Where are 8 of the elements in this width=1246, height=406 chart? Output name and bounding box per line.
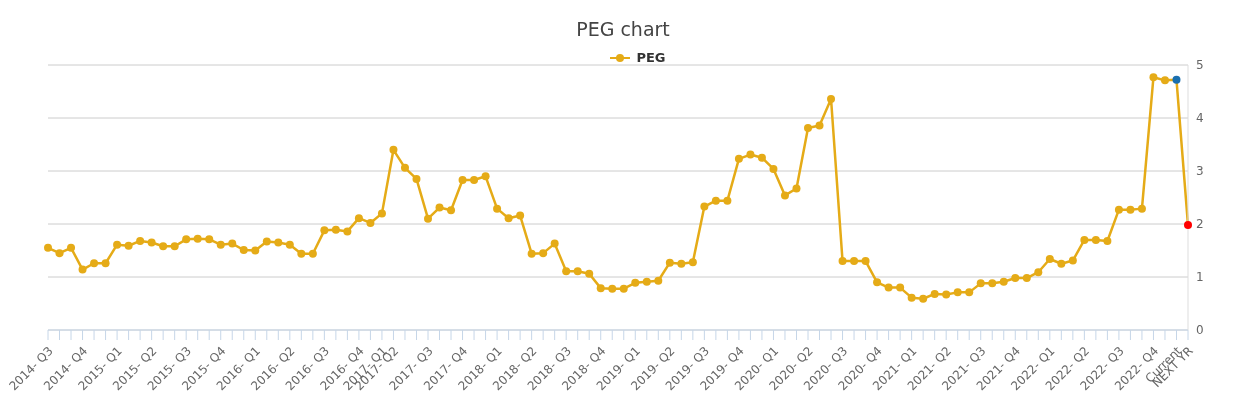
y-tick-label: 3 (1196, 164, 1204, 179)
y-tick-label: 1 (1196, 270, 1204, 285)
legend-label: PEG (635, 50, 666, 65)
y-tick-label: 2 (1196, 217, 1204, 232)
y-tick-label: 0 (1196, 323, 1204, 338)
y-tick-label: 5 (1196, 58, 1204, 73)
y-tick-label: 4 (1196, 111, 1204, 126)
chart-title: PEG chart (575, 18, 671, 40)
